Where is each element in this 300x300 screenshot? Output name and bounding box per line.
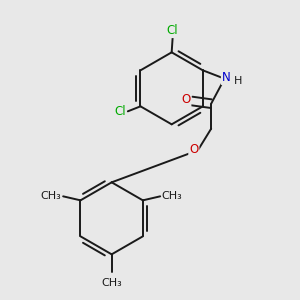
- Text: O: O: [181, 94, 190, 106]
- Text: CH₃: CH₃: [41, 191, 62, 201]
- Text: O: O: [189, 143, 199, 156]
- Text: Cl: Cl: [167, 24, 178, 37]
- Text: Cl: Cl: [114, 105, 126, 118]
- Text: CH₃: CH₃: [101, 278, 122, 288]
- Text: CH₃: CH₃: [162, 191, 183, 201]
- Text: N: N: [222, 71, 231, 84]
- Text: H: H: [234, 76, 242, 86]
